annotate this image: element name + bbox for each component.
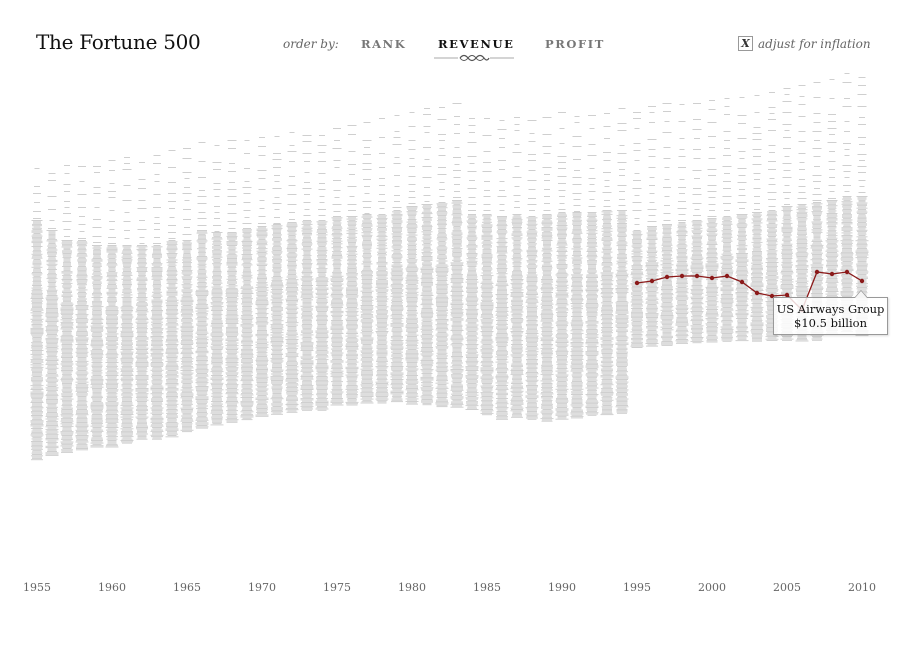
data-point[interactable] [784,292,790,298]
sort-profit-button[interactable]: PROFIT [545,37,605,51]
x-tick-label: 1965 [173,581,201,594]
inflation-toggle[interactable]: X adjust for inflation [738,36,871,51]
tooltip-pointer-icon [854,290,868,298]
order-by-label: order by: [283,37,339,51]
x-tick-label: 1960 [98,581,126,594]
data-point[interactable] [694,273,700,279]
data-point[interactable] [844,269,850,275]
data-point[interactable] [814,269,820,275]
x-tick-label: 1995 [623,581,651,594]
data-point[interactable] [709,275,715,281]
tooltip-value: $10.5 billion [794,316,867,330]
x-tick-label: 1990 [548,581,576,594]
data-point[interactable] [829,271,835,277]
data-point[interactable] [679,273,685,279]
x-tick-label: 1955 [23,581,51,594]
x-tick-label: 1980 [398,581,426,594]
x-tick-label: 1975 [323,581,351,594]
page-title: The Fortune 500 [36,30,201,54]
sort-revenue-button[interactable]: REVENUE [438,37,515,51]
x-tick-label: 1970 [248,581,276,594]
data-point[interactable] [649,278,655,284]
year-columns [30,73,869,461]
data-point[interactable] [859,278,865,284]
x-tick-label: 2010 [848,581,876,594]
inflation-checkbox[interactable]: X [738,36,753,51]
x-tick-label: 1985 [473,581,501,594]
data-point[interactable] [724,273,730,279]
inflation-label: adjust for inflation [758,36,871,51]
x-tick-label: 2000 [698,581,726,594]
data-point[interactable] [739,279,745,285]
data-point[interactable] [634,280,640,286]
data-point[interactable] [754,290,760,296]
tooltip-company: US Airways Group [776,302,885,316]
active-sort-flourish-icon [434,54,514,62]
data-point[interactable] [664,274,670,280]
company-tooltip: US Airways Group $10.5 billion [773,290,888,335]
x-tick-label: 2005 [773,581,801,594]
sort-rank-button[interactable]: RANK [361,37,407,51]
